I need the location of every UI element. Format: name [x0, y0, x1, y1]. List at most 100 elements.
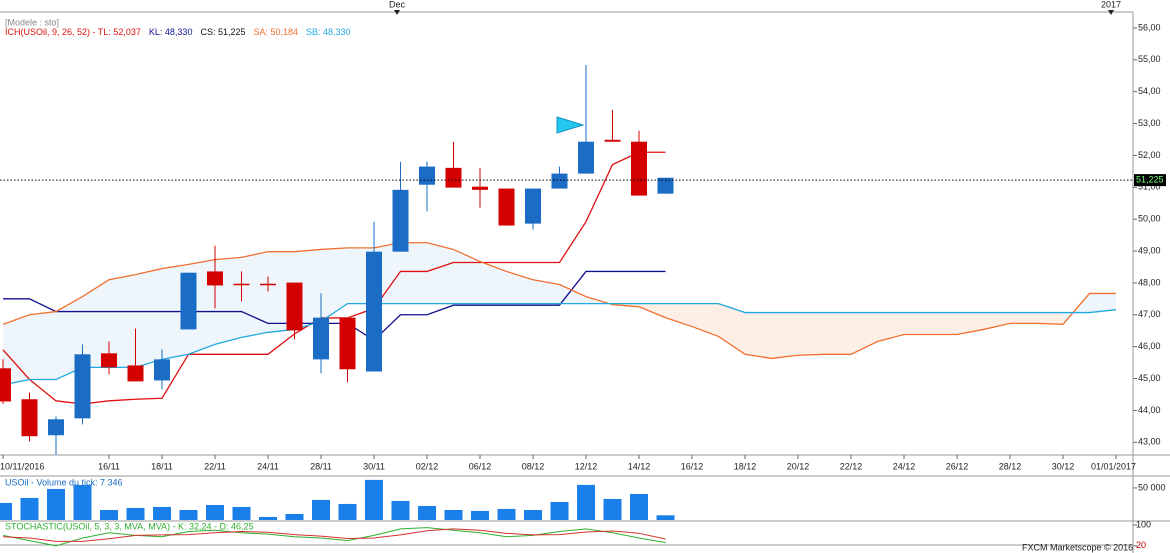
- cloud-fill: [957, 312, 984, 335]
- volume-bar: [577, 484, 595, 520]
- candle-body: [657, 177, 674, 194]
- cloud-fill: [427, 242, 454, 304]
- candle-body: [419, 166, 435, 185]
- candle-body: [74, 354, 91, 419]
- date-marker: [1108, 10, 1114, 15]
- y-tick-label: 50 000: [1138, 482, 1166, 492]
- x-tick-label: 10/11/2016: [0, 461, 44, 471]
- cloud-fill: [639, 303, 666, 318]
- volume-bar: [206, 504, 224, 520]
- x-tick-label: 22/12: [840, 461, 863, 471]
- cloud-fill: [82, 279, 109, 368]
- candle-body: [604, 139, 621, 142]
- volume-bar: [153, 506, 171, 520]
- cloud-fill: [29, 311, 56, 380]
- top-date-label: 2017: [1101, 0, 1121, 9]
- y-tick-label: 52,00: [1138, 150, 1161, 160]
- stochastic-line: [2, 528, 666, 542]
- x-tick-label: 26/12: [946, 461, 969, 471]
- y-tick-label: 54,00: [1138, 86, 1161, 96]
- y-tick-label: 50,00: [1138, 214, 1161, 224]
- stochastic-title: STOCHASTIC(USOil, 5, 3, 3, MVA, MVA) - K…: [5, 521, 254, 531]
- y-tick-label: 51,00: [1138, 182, 1161, 192]
- y-tick-label: 43,00: [1138, 437, 1161, 447]
- cloud-fill: [480, 261, 507, 304]
- volume-bar: [285, 513, 304, 520]
- y-tick-label: 48,00: [1138, 277, 1161, 287]
- x-tick-label: 02/12: [416, 461, 439, 471]
- candle-body: [0, 368, 11, 402]
- volume-bar: [259, 516, 277, 520]
- volume-bar: [0, 502, 12, 520]
- cloud-fill: [692, 303, 719, 337]
- cloud-fill: [321, 247, 348, 322]
- cloud-fill: [1036, 312, 1063, 325]
- volume-bar: [100, 509, 118, 520]
- volume-bar: [656, 515, 675, 520]
- model-label: [Modele : sto]: [5, 17, 59, 27]
- cloud-fill: [3, 314, 30, 385]
- cloud-fill: [1089, 293, 1116, 313]
- volume-bar: [471, 510, 489, 520]
- x-tick-label: 22/11: [204, 461, 226, 471]
- x-tick-label: 14/12: [628, 461, 651, 471]
- top-date-label: Dec: [389, 0, 406, 9]
- candle-body: [445, 167, 462, 188]
- cloud-fill: [877, 312, 904, 342]
- volume-title: USOil - Volume du tick: 7 346: [5, 477, 123, 487]
- cloud-fill: [824, 312, 851, 355]
- cloud-fill: [109, 274, 136, 368]
- x-tick-label: 28/11: [310, 461, 332, 471]
- candle-body: [313, 317, 329, 360]
- volume-bar: [312, 499, 330, 520]
- candle-body: [286, 282, 303, 331]
- volume-bar: [20, 497, 39, 520]
- cloud-fill: [745, 312, 772, 359]
- x-tick-label: 06/12: [469, 461, 492, 471]
- x-tick-label: 20/12: [787, 461, 810, 471]
- indicator-line: [2, 151, 666, 405]
- legend-entry: CS: 51,225: [200, 27, 245, 37]
- x-tick-label: 01/01/2017: [1091, 461, 1136, 471]
- x-tick-label: 30/11: [363, 461, 385, 471]
- cloud-fill: [215, 257, 242, 345]
- candle-body: [21, 399, 38, 437]
- cloud-fill: [241, 251, 268, 338]
- volume-bar: [179, 509, 198, 520]
- indicator-legend: ICH(USOil, 9, 26, 52) - TL: 52,037 KL: 48…: [5, 27, 351, 37]
- candle-body: [551, 173, 568, 189]
- signal-marker: [556, 116, 585, 134]
- y-tick-label: 53,00: [1138, 118, 1161, 128]
- x-tick-label: 18/12: [734, 461, 757, 471]
- current-price-label: 51,225: [1136, 174, 1164, 184]
- candle-body: [366, 251, 382, 372]
- y-tick-label: 20: [1136, 540, 1146, 550]
- cloud-fill: [983, 312, 1010, 330]
- volume-bar: [73, 484, 92, 520]
- y-tick-label: 56,00: [1138, 22, 1161, 32]
- cloud-fill: [718, 303, 745, 355]
- y-tick-label: 46,00: [1138, 341, 1161, 351]
- indicator-line: [2, 302, 1117, 386]
- x-tick-label: 08/12: [522, 461, 545, 471]
- candle-body: [631, 141, 647, 196]
- date-marker: [394, 10, 400, 15]
- x-tick-label: 16/12: [681, 461, 704, 471]
- volume-bar: [47, 488, 65, 520]
- x-tick-label: 16/11: [98, 461, 120, 471]
- indicator-line: [3, 270, 666, 342]
- candle-body: [525, 188, 541, 224]
- candle-body: [339, 317, 356, 370]
- cloud-fill: [1010, 312, 1037, 324]
- x-tick-label: 18/11: [151, 461, 173, 471]
- candle-body: [578, 141, 594, 174]
- cloud-fill: [798, 312, 825, 356]
- volume-bar: [365, 479, 383, 520]
- volume-bar: [524, 509, 542, 520]
- y-tick-label: 49,00: [1138, 245, 1161, 255]
- candle-body: [472, 186, 488, 190]
- volume-bar: [603, 498, 622, 520]
- cloud-fill: [665, 303, 692, 327]
- candle-body: [154, 359, 170, 381]
